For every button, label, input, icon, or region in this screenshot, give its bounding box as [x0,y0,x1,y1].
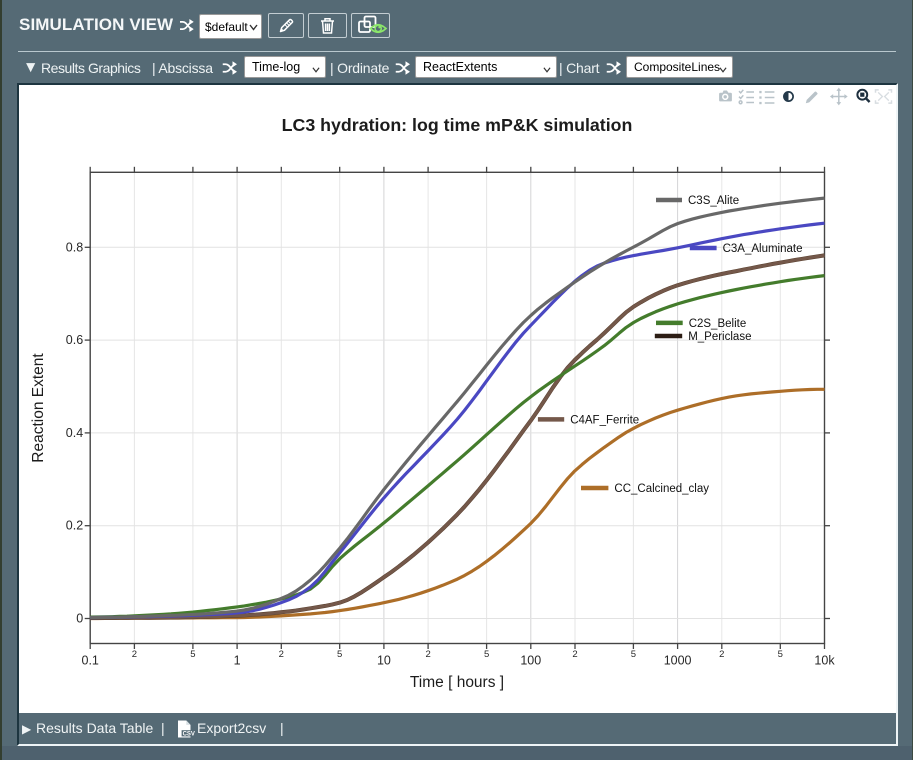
svg-text:2: 2 [132,649,137,660]
svg-text:0.2: 0.2 [66,519,83,533]
svg-text:100: 100 [520,654,541,668]
svg-text:10: 10 [377,654,391,668]
svg-text:M_Periclase: M_Periclase [688,331,751,343]
svg-text:CC_Calcined_clay: CC_Calcined_clay [614,483,709,495]
svg-text:C4AF_Ferrite: C4AF_Ferrite [570,414,639,426]
svg-text:2: 2 [719,649,724,660]
svg-text:Time [ hours ]: Time [ hours ] [410,674,504,691]
svg-text:0.4: 0.4 [66,426,83,440]
svg-text:0.1: 0.1 [82,654,99,668]
svg-text:LC3 hydration: log time mP&K s: LC3 hydration: log time mP&K simulation [282,115,633,135]
svg-text:2: 2 [572,649,577,660]
svg-text:0.6: 0.6 [66,333,83,347]
svg-text:5: 5 [778,649,783,660]
svg-text:1000: 1000 [664,654,692,668]
svg-text:0.8: 0.8 [66,240,83,254]
svg-text:1: 1 [234,654,241,668]
svg-text:2: 2 [279,649,284,660]
svg-text:5: 5 [190,649,195,660]
svg-text:C3S_Alite: C3S_Alite [688,195,739,207]
svg-text:10k: 10k [814,654,835,668]
svg-text:5: 5 [337,649,342,660]
svg-text:2: 2 [425,649,430,660]
svg-text:C3A_Aluminate: C3A_Aluminate [723,243,803,255]
svg-text:0: 0 [76,612,83,626]
svg-text:CSV: CSV [183,731,195,737]
svg-text:C2S_Belite: C2S_Belite [689,318,747,330]
svg-text:Reaction Extent: Reaction Extent [30,353,47,463]
svg-text:5: 5 [631,649,636,660]
svg-text:5: 5 [484,649,489,660]
